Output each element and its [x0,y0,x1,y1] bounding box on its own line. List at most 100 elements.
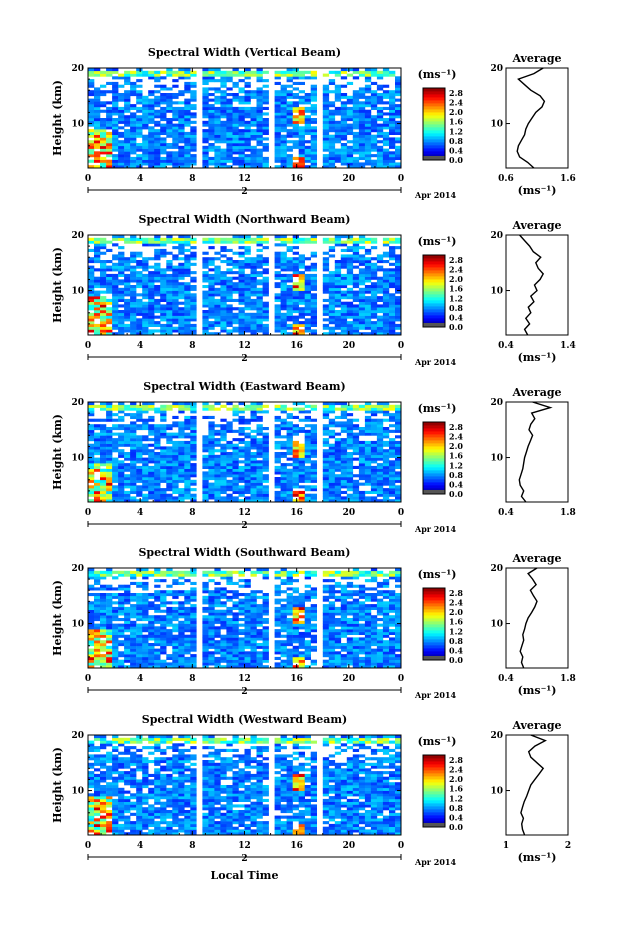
heatmap-cell [148,570,155,574]
heatmap-cell [208,440,215,444]
heatmap-cell [166,573,173,577]
heatmap-cell [304,485,311,489]
heatmap-cell [88,631,95,635]
x-tick-label: 16 [290,174,303,184]
heatmap-cell [358,140,366,144]
heatmap-cell [208,404,215,408]
heatmap-cell [220,90,227,94]
heatmap-cell [352,438,360,442]
heatmap-cell [148,626,155,630]
heatmap-cell [304,440,311,444]
heatmap-cell [274,237,281,241]
heatmap-cell [160,432,167,436]
heatmap-cell [304,465,311,469]
colorbar-swatch [423,133,445,137]
heatmap-cell [274,273,281,277]
heatmap-cell [154,140,161,144]
heatmap-cell [148,312,155,316]
heatmap-cell [292,95,299,99]
heatmap-cell [298,449,305,453]
panel-title: Spectral Width (Vertical Beam) [148,46,341,59]
heatmap-cell [166,145,173,149]
heatmap-cell [358,482,366,486]
heatmap-cell [256,134,263,138]
heatmap-cell [106,499,113,503]
heatmap-cell [322,282,330,286]
heatmap-cell [94,129,101,133]
heatmap-cell [142,659,149,663]
heatmap-cell [94,634,101,638]
panel-4: Spectral Width (Southward Beam)1020Heigh… [51,546,576,700]
heatmap-cell [322,474,330,478]
heatmap-cell [376,477,384,481]
heatmap-cell [310,323,317,327]
heatmap-cell [118,162,125,166]
heatmap-cell [118,296,125,300]
heatmap-cell [124,262,131,266]
heatmap-cell [184,70,191,74]
heatmap-cell [370,148,378,152]
heatmap-cell [340,123,348,127]
heatmap-cell [190,271,197,275]
x-tick-label: 0 [85,341,91,351]
heatmap-cell [148,315,155,319]
heatmap-cell [202,101,209,105]
heatmap-cell [346,493,354,497]
heatmap-cell [124,129,131,133]
heatmap-cell [370,429,378,433]
heatmap-cell [232,73,239,77]
heatmap-cell [172,446,179,450]
heatmap-cell [364,118,372,122]
heatmap-cell [340,301,348,305]
profile-x-tick-label: 0.6 [498,174,514,184]
heatmap-cell [280,273,287,277]
heatmap-cell [154,143,161,147]
heatmap-cell [382,460,390,464]
heatmap-cell [352,98,360,102]
heatmap-cell [334,262,342,266]
heatmap-cell [154,454,161,458]
heatmap-cell [160,95,167,99]
heatmap-cell [370,479,378,483]
heatmap-cell [310,485,317,489]
heatmap-cell [370,449,378,453]
heatmap-cell [190,293,197,297]
heatmap-cell [376,129,384,133]
heatmap-cell [376,438,384,442]
heatmap-cell [112,301,119,305]
colorbar-swatch [423,124,445,128]
heatmap-cell [184,98,191,102]
heatmap-cell [214,432,221,436]
heatmap-cell [100,612,107,616]
heatmap-cell [160,493,167,497]
heatmap-cell [389,129,396,133]
heatmap-cell [130,468,137,472]
heatmap-cell [136,637,143,641]
heatmap-cell [298,112,305,116]
heatmap-cell [328,159,336,163]
heatmap-cell [364,73,372,77]
heatmap-cell [106,265,113,269]
heatmap-cell [160,413,167,417]
heatmap-cell [328,326,336,330]
heatmap-cell [395,120,402,124]
heatmap-cell [136,479,143,483]
heatmap-cell [304,156,311,160]
heatmap-cell [250,282,257,286]
heatmap-cell [214,87,221,91]
heatmap-cell [106,90,113,94]
heatmap-cell [334,70,342,74]
heatmap-cell [160,151,167,155]
heatmap-cell [88,468,95,472]
heatmap-cell [136,410,143,414]
heatmap-cell [322,471,330,475]
heatmap-cell [220,260,227,264]
heatmap-cell [298,457,305,461]
heatmap-cell [280,440,287,444]
heatmap-cell [166,407,173,411]
heatmap-cell [382,271,390,275]
heatmap-cell [310,418,317,422]
heatmap-cell [100,104,107,108]
heatmap-cell [118,465,125,469]
heatmap-cell [286,413,293,417]
